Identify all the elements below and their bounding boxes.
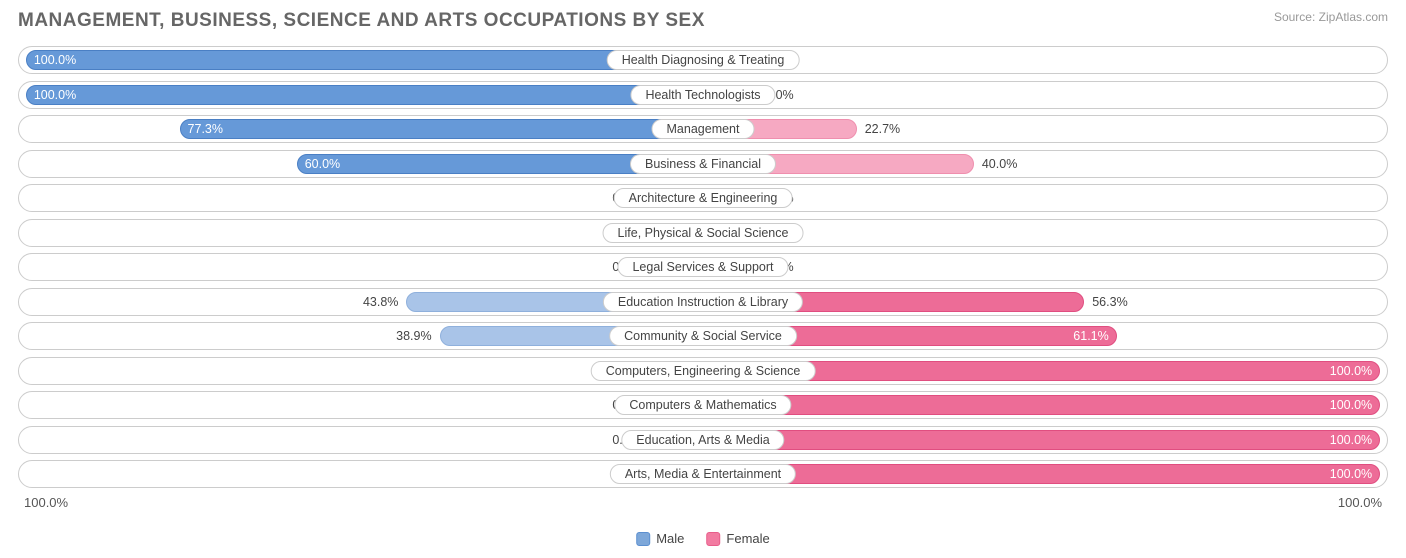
category-label: Health Diagnosing & Treating <box>607 50 800 70</box>
female-bar <box>703 464 1380 484</box>
chart-row: 0.0%0.0%Legal Services & Support <box>18 253 1388 281</box>
female-value-label: 100.0% <box>1330 364 1372 378</box>
chart-row: 38.9% 61.1% Community & Social Service <box>18 322 1388 350</box>
category-label: Health Technologists <box>630 85 775 105</box>
female-value-label: 100.0% <box>1330 398 1372 412</box>
x-axis: 100.0% 100.0% <box>18 495 1388 510</box>
male-swatch-icon <box>636 532 650 546</box>
legend-male-label: Male <box>656 531 684 546</box>
male-value-label: 77.3% <box>188 122 223 136</box>
legend: Male Female <box>636 531 770 546</box>
female-value-label: 56.3% <box>1092 295 1127 309</box>
category-label: Legal Services & Support <box>617 257 788 277</box>
female-bar <box>703 395 1380 415</box>
axis-left-label: 100.0% <box>24 495 68 510</box>
male-value-label: 43.8% <box>363 295 398 309</box>
female-value-label: 61.1% <box>1073 329 1108 343</box>
chart-row: 100.0%0.0%Health Diagnosing & Treating <box>18 46 1388 74</box>
category-label: Computers & Mathematics <box>614 395 791 415</box>
category-label: Community & Social Service <box>609 326 797 346</box>
chart-header: MANAGEMENT, BUSINESS, SCIENCE AND ARTS O… <box>18 10 1388 32</box>
male-value-label: 100.0% <box>34 88 76 102</box>
chart-row: 0.0%100.0%Computers & Mathematics <box>18 391 1388 419</box>
diverging-bar-chart: 100.0%0.0%Health Diagnosing & Treating10… <box>18 46 1388 488</box>
legend-male: Male <box>636 531 684 546</box>
female-value-label: 22.7% <box>865 122 900 136</box>
female-bar <box>703 430 1380 450</box>
chart-title: MANAGEMENT, BUSINESS, SCIENCE AND ARTS O… <box>18 10 705 32</box>
category-label: Life, Physical & Social Science <box>603 223 804 243</box>
chart-row: 0.0%100.0%Education, Arts & Media <box>18 426 1388 454</box>
female-value-label: 100.0% <box>1330 467 1372 481</box>
chart-source: Source: ZipAtlas.com <box>1274 10 1388 24</box>
male-value-label: 38.9% <box>396 329 431 343</box>
category-label: Education, Arts & Media <box>621 430 784 450</box>
chart-row: 0.0%0.0%Life, Physical & Social Science <box>18 219 1388 247</box>
female-value-label: 40.0% <box>982 157 1017 171</box>
category-label: Education Instruction & Library <box>603 292 803 312</box>
chart-row: 0.0%0.0%Architecture & Engineering <box>18 184 1388 212</box>
male-bar <box>26 50 703 70</box>
chart-row: 100.0%0.0%Health Technologists <box>18 81 1388 109</box>
category-label: Business & Financial <box>630 154 776 174</box>
male-bar <box>26 85 703 105</box>
chart-row: 0.0%100.0%Arts, Media & Entertainment <box>18 460 1388 488</box>
chart-row: 0.0%100.0%Computers, Engineering & Scien… <box>18 357 1388 385</box>
chart-row: 60.0% 40.0% Business & Financial <box>18 150 1388 178</box>
category-label: Arts, Media & Entertainment <box>610 464 796 484</box>
legend-female: Female <box>706 531 769 546</box>
category-label: Computers, Engineering & Science <box>591 361 816 381</box>
male-value-label: 60.0% <box>305 157 340 171</box>
female-swatch-icon <box>706 532 720 546</box>
male-value-label: 100.0% <box>34 53 76 67</box>
female-value-label: 100.0% <box>1330 433 1372 447</box>
male-bar <box>180 119 703 139</box>
category-label: Architecture & Engineering <box>614 188 793 208</box>
chart-row: 43.8% 56.3% Education Instruction & Librar… <box>18 288 1388 316</box>
legend-female-label: Female <box>726 531 769 546</box>
category-label: Management <box>652 119 755 139</box>
axis-right-label: 100.0% <box>1338 495 1382 510</box>
chart-row: 77.3% 22.7% Management <box>18 115 1388 143</box>
